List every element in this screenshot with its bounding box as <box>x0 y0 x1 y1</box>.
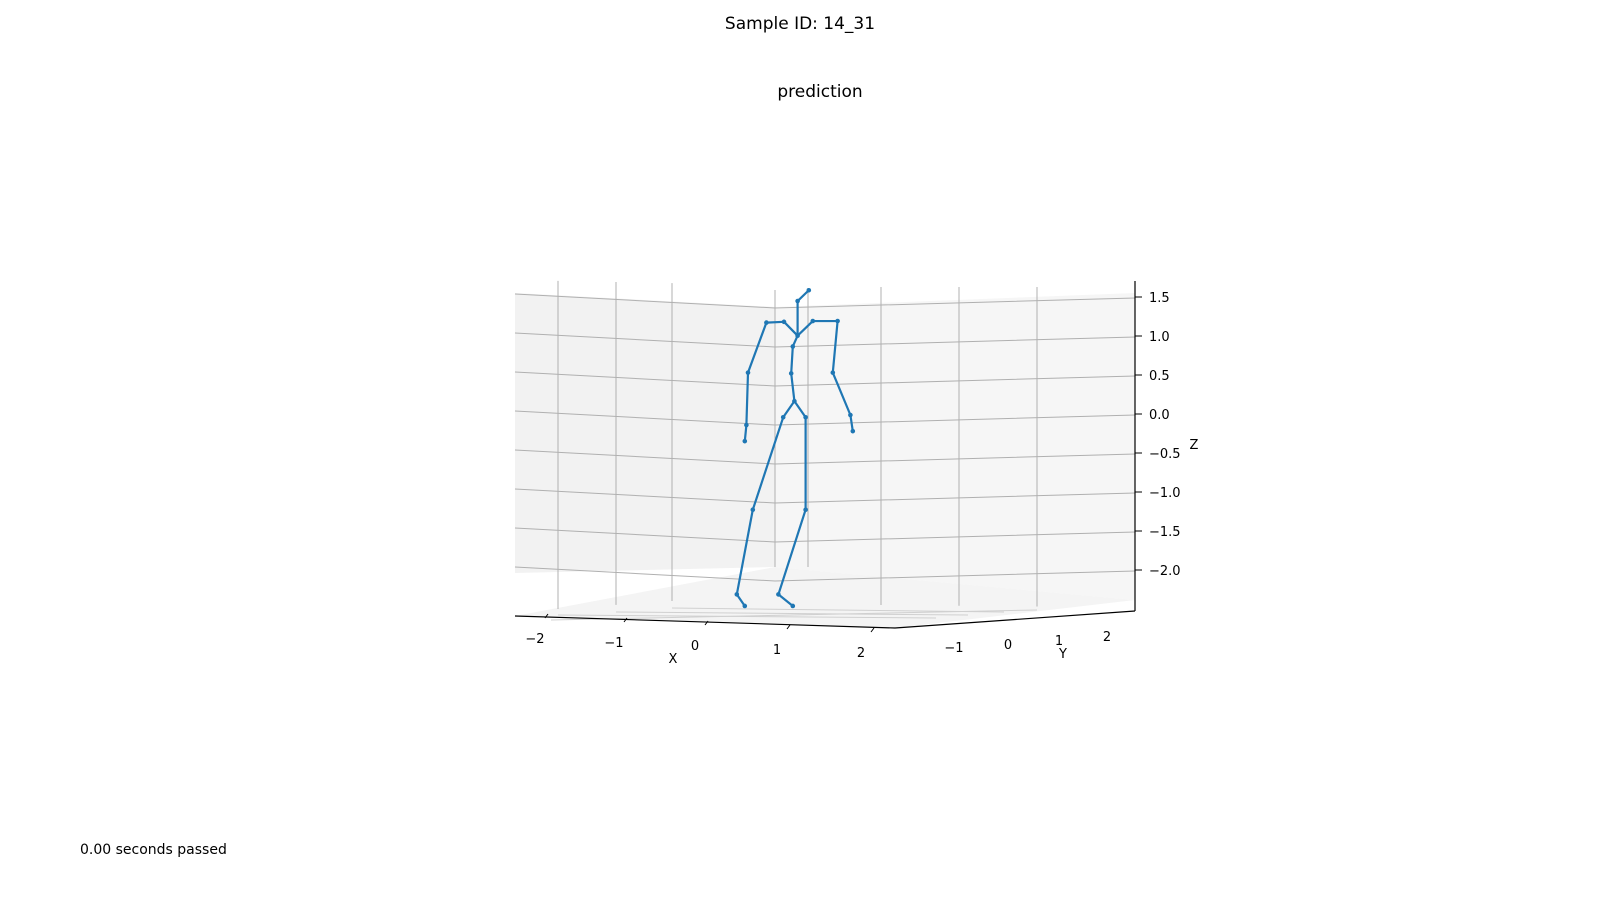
figure-suptitle: Sample ID: 14_31 <box>724 14 876 34</box>
skeleton-joint <box>803 415 808 420</box>
skeleton-joint <box>790 344 796 349</box>
skeleton-bone <box>735 593 746 608</box>
skeleton-bone <box>849 413 854 433</box>
y-tick-label: −1 <box>944 641 963 656</box>
z-tick-label: −1.0 <box>1149 486 1181 501</box>
skeleton-joint <box>745 370 751 375</box>
chart-title: prediction <box>777 82 863 102</box>
skeleton-bone <box>790 372 796 403</box>
x-tick-mark <box>544 613 549 619</box>
y-axis-line <box>894 610 1136 629</box>
skeleton-joint <box>744 422 749 428</box>
skeleton-bone <box>793 400 807 419</box>
x-axis-label: X <box>669 652 678 667</box>
skeleton-joint <box>781 319 787 325</box>
x-tick-mark <box>870 627 875 633</box>
tick-labels: −2 −1 0 1 2 −1 0 1 2 1.5 1.0 0.5 0.0 −0.5 −1.0 −1.5 −2.0 <box>525 291 1180 661</box>
skeleton-bone <box>790 345 794 375</box>
y-tick-label: 2 <box>1103 630 1111 645</box>
x-tick-mark <box>623 617 628 623</box>
skeleton-joint <box>780 415 786 420</box>
skeleton-joint <box>742 603 748 609</box>
elapsed-time-text: 0.00 seconds passed <box>80 842 227 858</box>
skeleton-bone <box>777 593 794 608</box>
right-pane <box>775 293 1135 600</box>
skeleton-joint <box>792 398 797 404</box>
skeleton-joint <box>742 438 748 444</box>
x-tick-label: 2 <box>857 646 865 661</box>
x-tick-label: 1 <box>773 643 781 658</box>
axis-panes <box>515 293 1135 628</box>
floor-grid-line <box>615 611 969 616</box>
skeleton-bone <box>831 371 852 417</box>
skeleton-joint <box>830 370 836 375</box>
x-axis-line <box>514 615 896 629</box>
y-axis-label: Y <box>1058 647 1067 662</box>
z-tick-label: 1.0 <box>1149 330 1170 345</box>
skeleton-bone <box>765 320 786 324</box>
x-tick-mark <box>786 624 791 630</box>
skeleton-bone <box>743 423 748 443</box>
grid-lines <box>514 280 1136 621</box>
floor-grid-line <box>550 609 1038 621</box>
skeleton-joint <box>790 603 796 609</box>
x-tick-mark <box>704 620 709 626</box>
skeleton-bone <box>796 319 814 337</box>
floor-grid-line <box>557 614 937 619</box>
skeleton-bone <box>782 320 799 337</box>
z-axis-label: Z <box>1190 438 1199 453</box>
skeleton-bone <box>777 508 807 596</box>
skeleton-bone <box>735 508 754 596</box>
z-tick-label: −0.5 <box>1149 447 1181 462</box>
skeleton-joint <box>810 318 816 324</box>
z-tick-label: −1.5 <box>1149 525 1181 540</box>
skeleton-joint <box>734 592 740 597</box>
skeleton-joint <box>848 412 853 418</box>
skeleton-joint <box>788 371 794 376</box>
skeleton-bone <box>746 321 768 374</box>
skeleton-bone <box>831 319 839 374</box>
skeleton-bone <box>745 371 750 427</box>
axis-labels: X Y Z <box>669 438 1199 667</box>
z-tick-label: −2.0 <box>1149 564 1181 579</box>
y-tick-label: 1 <box>1055 634 1063 649</box>
skeleton-joint <box>803 507 808 513</box>
skeleton-joint <box>835 318 840 324</box>
skeleton-joint <box>750 507 756 513</box>
z-tick-label: 0.0 <box>1149 408 1170 423</box>
left-pane <box>515 293 775 573</box>
y-tick-label: 0 <box>1004 638 1012 653</box>
skeleton-joint <box>764 320 769 325</box>
x-tick-label: −2 <box>525 632 544 647</box>
z-tick-label: 1.5 <box>1149 291 1170 306</box>
skeleton-bone <box>782 400 796 419</box>
skeleton-bone <box>796 289 810 303</box>
skeleton-joint <box>806 287 812 293</box>
x-tick-label: −1 <box>604 636 623 651</box>
skeleton-joint <box>776 592 781 597</box>
skeleton-joint <box>795 333 800 338</box>
x-tick-label: 0 <box>691 639 699 654</box>
skeleton-bone <box>751 416 785 511</box>
z-tick-label: 0.5 <box>1149 369 1170 384</box>
skeleton-joint <box>795 298 800 304</box>
z-grid-line <box>514 566 1136 582</box>
skeleton-joint <box>850 428 856 434</box>
skeleton-series <box>734 287 856 609</box>
